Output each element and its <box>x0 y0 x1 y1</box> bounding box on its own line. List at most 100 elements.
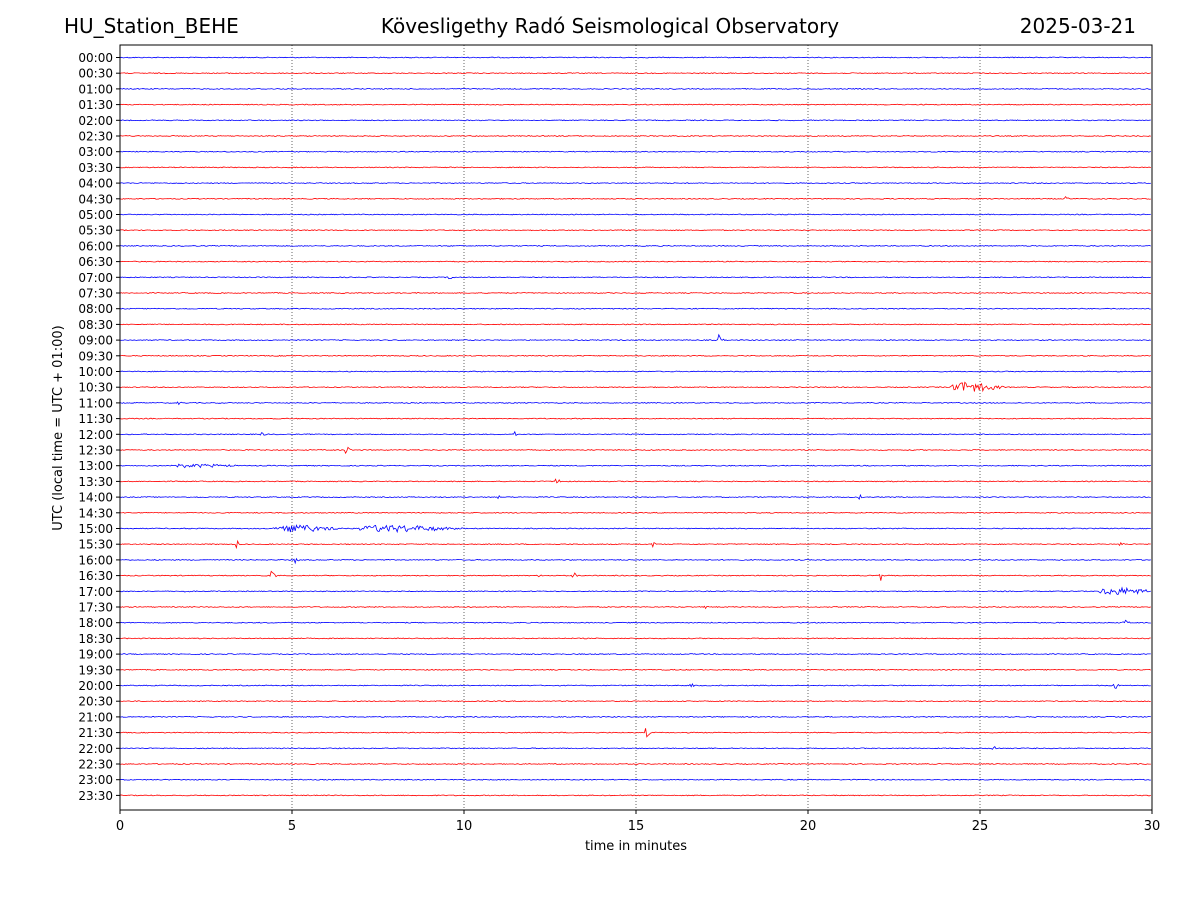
seismic-trace-0930 <box>119 354 1151 357</box>
seismic-trace-0800 <box>119 307 1151 310</box>
seismic-trace-2200 <box>119 746 1151 750</box>
chart-date: 2025-03-21 <box>1019 14 1136 38</box>
seismic-trace-1200 <box>119 430 1151 437</box>
y-tick-label: 19:30 <box>78 663 113 677</box>
seismic-trace-0130 <box>119 103 1151 106</box>
y-tick-label: 23:30 <box>78 789 113 803</box>
seismic-trace-0300 <box>119 150 1151 153</box>
x-axis-label: time in minutes <box>585 839 687 854</box>
seismic-trace-1830 <box>119 637 1151 640</box>
station-name: HU_Station_BEHE <box>64 14 239 38</box>
seismic-trace-0700 <box>119 276 1151 280</box>
y-tick-label: 07:30 <box>78 287 113 301</box>
chart-title: Kövesligethy Radó Seismological Observat… <box>380 14 840 38</box>
y-tick-label: 01:00 <box>78 82 113 96</box>
y-tick-label: 08:00 <box>78 302 113 316</box>
y-tick-label: 18:30 <box>78 632 113 646</box>
y-tick-label: 19:00 <box>78 648 113 662</box>
x-tick-label: 20 <box>800 819 817 834</box>
y-tick-label: 04:30 <box>78 192 113 206</box>
seismic-trace-2300 <box>119 778 1151 781</box>
seismic-trace-1030 <box>119 381 1151 393</box>
y-tick-label: 02:00 <box>78 114 113 128</box>
y-tick-label: 21:00 <box>78 710 113 724</box>
y-tick-label: 09:00 <box>78 334 113 348</box>
seismic-trace-1530 <box>119 539 1151 550</box>
x-tick-label: 0 <box>116 819 124 834</box>
seismic-trace-0200 <box>119 119 1151 122</box>
seismic-trace-1330 <box>119 478 1151 484</box>
y-tick-label: 10:00 <box>78 365 113 379</box>
seismic-trace-1730 <box>119 605 1151 610</box>
grid-lines <box>291 45 981 810</box>
y-tick-label: 16:00 <box>78 553 113 567</box>
y-tick-label: 13:30 <box>78 475 113 489</box>
seismic-trace-1630 <box>119 570 1151 581</box>
seismic-trace-1000 <box>119 370 1151 373</box>
y-tick-label: 03:30 <box>78 161 113 175</box>
seismic-trace-2230 <box>119 763 1151 765</box>
y-tick-label: 06:00 <box>78 239 113 253</box>
seismic-trace-1130 <box>119 417 1151 420</box>
seismic-trace-1600 <box>119 557 1151 565</box>
seismic-trace-0230 <box>119 135 1151 137</box>
seismic-trace-0730 <box>119 292 1151 294</box>
y-tick-label: 09:30 <box>78 349 113 363</box>
y-tick-label: 11:00 <box>78 396 113 410</box>
seismic-trace-0030 <box>119 72 1151 75</box>
seismic-trace-2000 <box>119 682 1151 690</box>
seismic-trace-1700 <box>119 586 1151 595</box>
seismic-trace-0000 <box>119 56 1151 59</box>
y-tick-label: 02:30 <box>78 130 113 144</box>
y-tick-label: 00:30 <box>78 67 113 81</box>
seismic-trace-2330 <box>119 794 1151 797</box>
y-tick-label: 14:00 <box>78 491 113 505</box>
seismic-trace-2100 <box>119 715 1151 718</box>
seismic-trace-1930 <box>119 668 1152 671</box>
y-tick-label: 20:30 <box>78 695 113 709</box>
seismic-trace-1500 <box>119 524 1151 534</box>
seismic-trace-1430 <box>119 511 1151 514</box>
y-tick-label: 20:00 <box>78 679 113 693</box>
seismic-trace-1900 <box>119 653 1151 656</box>
y-tick-label: 06:30 <box>78 255 113 269</box>
seismic-trace-2130 <box>119 728 1151 738</box>
y-tick-label: 22:30 <box>78 758 113 772</box>
y-tick-label: 23:00 <box>78 773 113 787</box>
y-tick-label: 08:30 <box>78 318 113 332</box>
x-tick-label: 10 <box>456 819 473 834</box>
x-tick-label: 30 <box>1144 819 1161 834</box>
seismic-trace-0530 <box>119 229 1151 232</box>
y-tick-label: 05:00 <box>78 208 113 222</box>
x-tick-label: 5 <box>288 819 296 834</box>
seismic-trace-1800 <box>119 619 1151 624</box>
seismic-trace-1230 <box>119 446 1151 455</box>
y-tick-label: 21:30 <box>78 726 113 740</box>
seismic-trace-0900 <box>119 333 1151 342</box>
y-tick-label: 14:30 <box>78 506 113 520</box>
seismic-trace-0100 <box>119 87 1151 90</box>
x-tick-label: 15 <box>628 819 645 834</box>
seismic-trace-0600 <box>119 244 1151 247</box>
x-axis-ticks: 0 5 10 15 20 25 30 <box>116 810 1160 834</box>
y-tick-label: 13:00 <box>78 459 113 473</box>
y-tick-label: 01:30 <box>78 98 113 112</box>
y-tick-label: 12:30 <box>78 444 113 458</box>
y-tick-label: 03:00 <box>78 145 113 159</box>
y-tick-label: 16:30 <box>78 569 113 583</box>
y-tick-label: 17:30 <box>78 601 113 615</box>
seismic-traces <box>119 56 1152 797</box>
y-tick-label: 11:30 <box>78 412 113 426</box>
y-axis-label: UTC (local time = UTC + 01:00) <box>51 325 66 530</box>
y-tick-label: 18:00 <box>78 616 113 630</box>
y-tick-label: 04:00 <box>78 177 113 191</box>
seismic-trace-1400 <box>119 493 1151 501</box>
y-tick-label: 15:00 <box>78 522 113 536</box>
seismic-trace-0630 <box>119 260 1151 263</box>
seismic-trace-1300 <box>119 463 1151 469</box>
seismic-trace-0500 <box>119 213 1151 216</box>
seismic-trace-2030 <box>119 700 1151 703</box>
seismic-trace-0400 <box>119 182 1151 184</box>
